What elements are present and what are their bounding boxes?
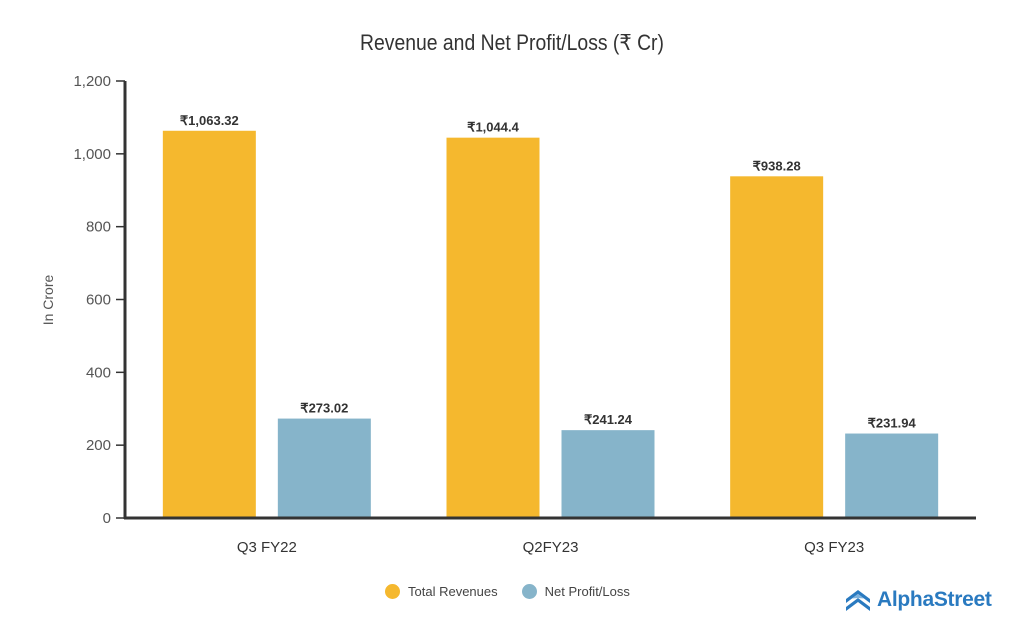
x-tick-label: Q2FY23 (523, 539, 579, 556)
alphastreet-logo-icon (846, 590, 870, 611)
x-tick-label: Q3 FY22 (237, 539, 297, 556)
data-label: ₹273.02 (300, 401, 348, 416)
bar-net-profit-loss-q3-fy23 (845, 433, 939, 518)
y-tick-label: 200 (86, 437, 111, 454)
data-label: ₹1,044.4 (467, 120, 519, 135)
axes-group: Q3 FY22 Q2FY23 Q3 FY23 0 200 400 600 800 1,000 1,… (73, 73, 976, 556)
y-tick-label: 400 (86, 364, 111, 381)
y-tick-label: 600 (86, 292, 111, 309)
data-label: ₹938.28 (753, 158, 801, 173)
legend-swatch-net-profit-loss (521, 584, 537, 599)
legend-swatch-total-revenues (385, 584, 400, 599)
legend-item-net-profit-loss[interactable]: Net Profit/Loss (521, 584, 630, 599)
alphastreet-logo: AlphaStreet (845, 588, 992, 612)
legend: Total Revenues Net Profit/Loss (385, 584, 630, 599)
bar-total-revenues-q3-fy22 (162, 130, 256, 519)
y-tick-label: 1,000 (73, 146, 111, 163)
data-labels-group: ₹1,063.32 ₹273.02 ₹1,044.4 ₹241.24 ₹938.28 ₹2… (180, 113, 917, 431)
legend-label-total-revenues: Total Revenues (408, 584, 498, 599)
bars-group (162, 130, 939, 519)
legend-label-net-profit-loss: Net Profit/Loss (544, 584, 630, 599)
data-label: ₹231.94 (868, 416, 917, 431)
data-label: ₹1,063.32 (180, 113, 239, 128)
legend-item-total-revenues[interactable]: Total Revenues (385, 584, 498, 599)
data-label: ₹241.24 (584, 412, 633, 427)
y-tick-label: 1,200 (73, 73, 111, 90)
chart-title: Revenue and Net Profit/Loss (₹ Cr) (360, 30, 664, 55)
bar-total-revenues-q3-fy23 (730, 176, 824, 518)
bar-net-profit-loss-q2fy23 (561, 430, 655, 518)
bar-net-profit-loss-q3-fy22 (277, 418, 371, 518)
bar-total-revenues-q2fy23 (446, 137, 540, 518)
alphastreet-logo-text: AlphaStreet (877, 588, 992, 611)
y-tick-label: 800 (86, 219, 111, 236)
y-tick-label: 0 (103, 510, 111, 527)
x-tick-label: Q3 FY23 (804, 539, 864, 556)
